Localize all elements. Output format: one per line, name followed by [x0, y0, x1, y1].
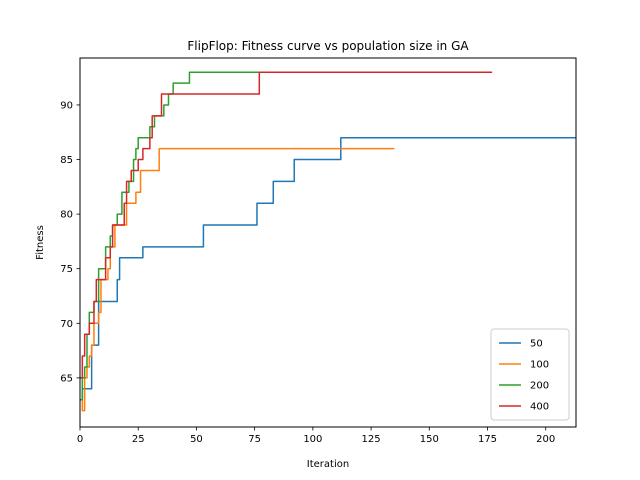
x-tick-label: 25 — [132, 434, 145, 445]
x-tick-label: 100 — [303, 434, 322, 445]
y-tick-label: 75 — [60, 264, 73, 275]
plot-frame — [79, 57, 577, 428]
x-tick-label: 200 — [536, 434, 555, 445]
y-axis-ticks: 65 70 75 80 85 90 — [60, 100, 80, 384]
y-axis-label: Fitness — [35, 225, 46, 260]
legend: 50 100 200 400 — [490, 328, 570, 421]
y-tick-label: 85 — [60, 155, 73, 166]
y-tick-label: 65 — [60, 373, 73, 384]
legend-label-200: 200 — [530, 381, 549, 392]
y-tick-label: 90 — [60, 100, 73, 111]
x-tick-label: 175 — [478, 434, 497, 445]
x-tick-label: 75 — [248, 434, 261, 445]
series-line-200 — [80, 71, 425, 401]
x-tick-label: 125 — [362, 434, 381, 445]
legend-box — [490, 328, 570, 421]
x-tick-label: 50 — [190, 434, 203, 445]
x-tick-label: 150 — [420, 434, 439, 445]
x-tick-label: 0 — [77, 434, 83, 445]
series-line-100 — [80, 147, 395, 412]
chart-title: FlipFlop: Fitness curve vs population si… — [187, 39, 469, 53]
x-axis-label: Iteration — [307, 459, 349, 470]
series-line-400 — [80, 71, 493, 379]
x-axis-ticks: 0 25 50 75 100 125 150 175 200 — [77, 427, 555, 445]
plot-lines — [80, 71, 576, 412]
legend-label-50: 50 — [530, 339, 543, 350]
legend-label-100: 100 — [530, 360, 549, 371]
y-tick-label: 80 — [60, 210, 73, 221]
legend-label-400: 400 — [530, 402, 549, 413]
y-tick-label: 70 — [60, 319, 73, 330]
